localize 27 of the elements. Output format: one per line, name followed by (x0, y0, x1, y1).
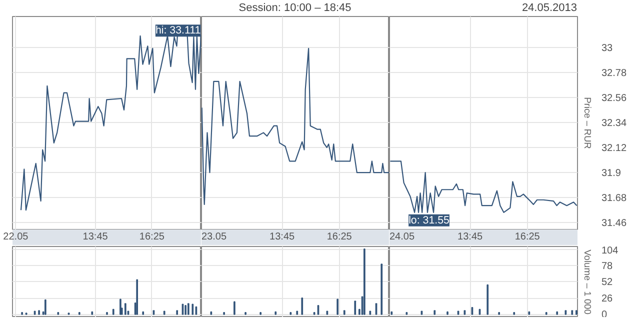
annotation: lo: 31.55 (408, 214, 450, 226)
x-tick-label: 24.05 (390, 232, 415, 242)
y-tick-label: 32.56 (602, 92, 627, 104)
chart-title: Session: 10:00 – 18:45 (238, 1, 352, 16)
x-tick-label: 16:25 (326, 232, 352, 242)
x-tick-label: 22.05 (3, 232, 29, 242)
x-tick-label: 23.05 (202, 232, 227, 242)
text: 24.05.2013 (522, 1, 577, 16)
y-tick-label: 31.9 (602, 168, 622, 180)
y-tick-label: 104 (602, 246, 619, 256)
y-axis-title: Price – RUR (582, 97, 592, 150)
y-tick-label: 32.12 (602, 142, 627, 154)
y-tick-label: 33 (602, 42, 614, 54)
y-tick-label: 26 (602, 294, 614, 305)
y-tick-label: 78 (602, 260, 614, 272)
y-axis-title: Volume – 1 000 (582, 250, 592, 314)
x-tick-label: 13:45 (458, 232, 484, 242)
annotation: hi: 33.111 (155, 24, 201, 37)
y-tick-label: 32.34 (602, 118, 627, 129)
y-tick-label: 32.78 (602, 68, 627, 79)
x-tick-label: 16:25 (139, 232, 165, 242)
y-tick-label: 31.68 (602, 193, 627, 204)
y-tick-label: 52 (602, 277, 614, 288)
x-tick-label: 13:45 (82, 232, 108, 242)
x-tick-label: 13:45 (270, 232, 296, 242)
x-tick-label: 16:25 (514, 232, 540, 242)
y-tick-label: 31.46 (602, 218, 627, 230)
